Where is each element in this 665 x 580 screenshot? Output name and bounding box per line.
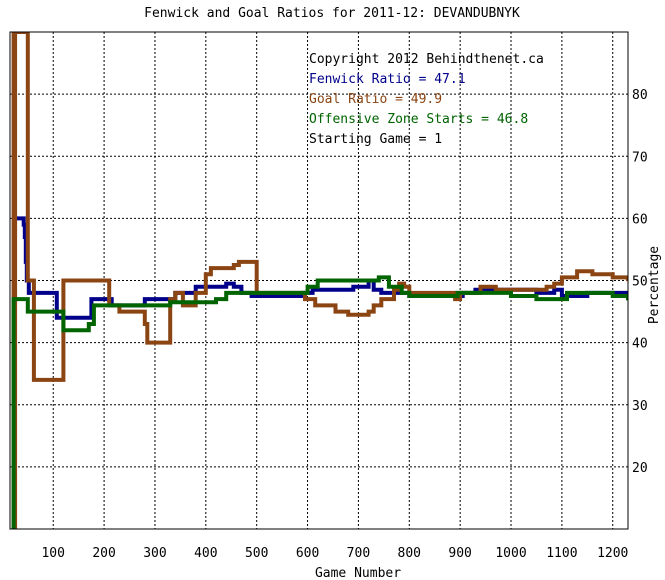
x-tick-label: 1000 (495, 546, 526, 561)
x-tick-label: 600 (296, 546, 319, 561)
y-axis-label: Percentage (647, 246, 662, 324)
annotation-block: Copyright 2012 Behindthenet.ca Fenwick Ra… (309, 52, 544, 147)
chart-title: Fenwick and Goal Ratios for 2011-12: DEV… (144, 6, 520, 21)
x-tick-label: 900 (448, 546, 471, 561)
offensive-zone-starts-line (11, 275, 628, 529)
y-tick-label: 80 (632, 88, 648, 103)
x-tick-label: 400 (194, 546, 217, 561)
x-tick-label: 200 (92, 546, 115, 561)
x-tick-label: 1200 (597, 546, 628, 561)
y-tick-label: 60 (632, 212, 648, 227)
annotation-line: Starting Game = 1 (309, 132, 442, 147)
y-axis-ticks: 20 30 40 50 60 70 80 (632, 88, 648, 476)
plot-frame (9, 31, 629, 530)
x-tick-label: 300 (143, 546, 166, 561)
x-tick-label: 100 (41, 546, 64, 561)
x-tick-label: 500 (245, 546, 268, 561)
x-tick-label: 1100 (546, 546, 577, 561)
annotation-line: Goal Ratio = 49.9 (309, 92, 442, 107)
series-lines (11, 32, 628, 529)
x-axis-ticks: 100 200 300 400 500 600 700 800 900 1000 1100 1200 (41, 546, 628, 561)
x-tick-label: 800 (398, 546, 421, 561)
y-tick-label: 70 (632, 150, 648, 165)
y-tick-label: 20 (632, 461, 648, 476)
fenwick-ratio-line (13, 216, 628, 320)
y-tick-label: 50 (632, 275, 648, 290)
annotation-line: Fenwick Ratio = 47.1 (309, 72, 466, 87)
x-axis-label: Game Number (315, 566, 401, 580)
annotation-line: Copyright 2012 Behindthenet.ca (309, 52, 544, 67)
y-tick-label: 40 (632, 337, 648, 352)
y-tick-label: 30 (632, 399, 648, 414)
annotation-line: Offensive Zone Starts = 46.8 (309, 112, 528, 127)
x-tick-label: 700 (347, 546, 370, 561)
